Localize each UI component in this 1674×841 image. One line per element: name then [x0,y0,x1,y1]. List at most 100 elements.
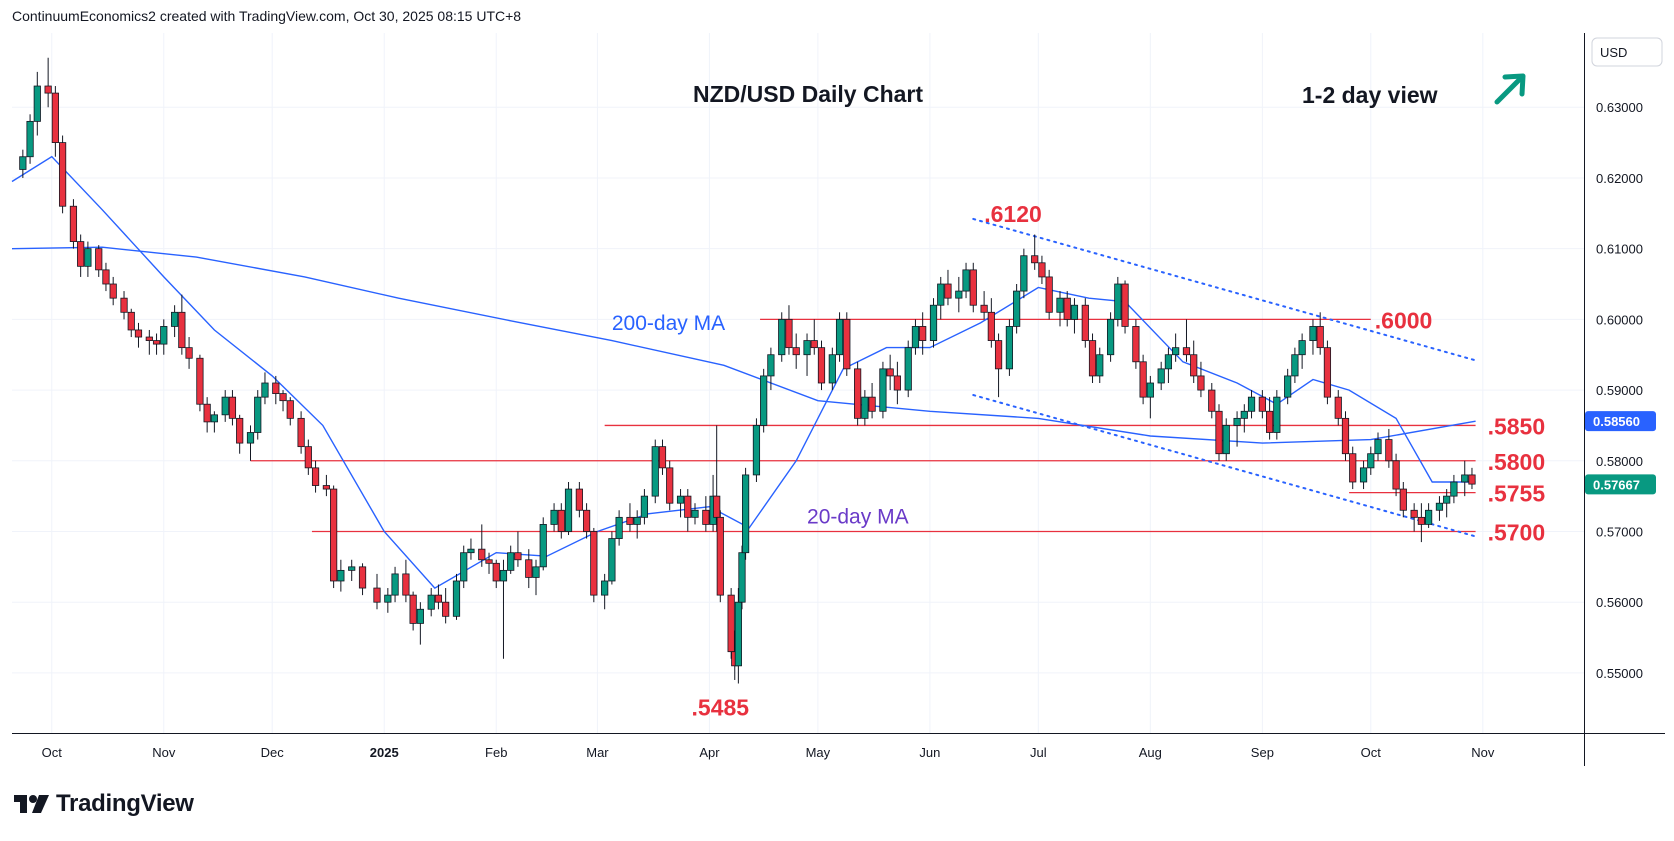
level-lines: .6000 .5850 .5800 .5755 .5700 [250,307,1545,545]
candle [1323,340,1332,405]
currency-selector[interactable]: USD [1591,37,1663,67]
candle-body [861,396,869,419]
candle-body [1038,262,1046,278]
candle [304,439,312,475]
candle-body [492,562,500,582]
candle-body [1399,488,1407,511]
x-tick-label: Mar [586,745,609,760]
candle-body [684,495,692,518]
candle-body [409,594,417,624]
candle [1139,354,1147,405]
candle [1056,291,1064,327]
candle [492,559,500,589]
chart-title: NZD/USD Daily Chart [693,81,923,107]
candle-body [384,594,392,603]
candle [734,588,742,684]
x-tick-label: May [806,745,831,760]
candle-body [734,601,742,667]
last-price-label: 0.57667 [1585,474,1656,495]
price-label-bg [1585,411,1656,432]
candle [160,319,168,355]
tradingview-logo-icon [14,795,49,813]
candle [254,390,262,440]
candle-body [1240,410,1248,419]
candle [1284,368,1292,405]
candle-body [1190,354,1198,377]
candle [1182,319,1191,362]
candle [1045,269,1053,320]
candle [1222,418,1230,461]
candle-body [835,318,844,356]
candle-body [358,566,367,589]
candle-body [26,120,34,158]
candle [1425,503,1433,528]
candle-body [178,311,186,349]
candle [1020,248,1028,299]
candle-body [1063,297,1071,320]
candle [1468,467,1476,490]
candle [1385,428,1393,468]
candle [868,383,876,419]
candle-body [1215,410,1223,455]
candle [713,425,721,532]
candle-body [601,580,609,596]
candle [778,312,786,362]
candle-body [904,347,912,391]
candle-body [1309,326,1317,341]
candle-body [1164,354,1173,370]
candle-body [427,594,435,610]
y-tick-label: 0.55000 [1596,666,1643,681]
candle [994,333,1003,398]
candle [84,241,92,277]
candle [1106,312,1115,362]
candle-body [817,347,826,384]
candle [886,354,894,391]
candle-body [77,241,85,267]
candle [1031,234,1039,270]
candle-body [1266,410,1274,433]
candle-body [1121,283,1129,327]
candle-body [785,318,793,349]
candle-body [152,340,161,345]
candle-body [467,548,475,554]
candle-body [1385,439,1393,462]
candle [1309,319,1317,355]
candle-body [44,85,52,94]
y-tick-label: 0.61000 [1596,242,1643,257]
candle [373,573,381,610]
candle [1417,503,1425,543]
y-tick-label: 0.63000 [1596,100,1643,115]
candle-body [1392,460,1400,490]
candle [590,527,598,603]
candle [337,559,345,592]
candle [1190,340,1198,383]
candle-body [1349,453,1357,483]
candle-body [1284,375,1292,398]
candle [1410,503,1418,532]
candle-body [185,347,193,359]
candle [803,333,811,376]
candle-body [713,495,721,518]
candle [1114,276,1122,327]
candle [557,503,565,539]
candle [666,460,674,511]
candle [409,591,417,631]
candle-body [1146,382,1154,398]
candle-body [886,368,894,377]
candle [861,390,869,426]
tradingview-logo[interactable]: TradingView [14,790,194,818]
candle-body [691,509,699,518]
candle-body [810,340,818,349]
candle [311,460,320,493]
price-labels: 0.58560 0.57667 [1585,411,1656,495]
candle-body [434,594,443,603]
candle-body [84,248,92,267]
candle-body [160,326,168,345]
candle [19,149,27,178]
ma-label: 20-day MA [807,506,909,529]
candle [134,322,143,348]
candle-body [633,516,641,525]
candle [416,602,424,645]
candle [676,489,685,518]
